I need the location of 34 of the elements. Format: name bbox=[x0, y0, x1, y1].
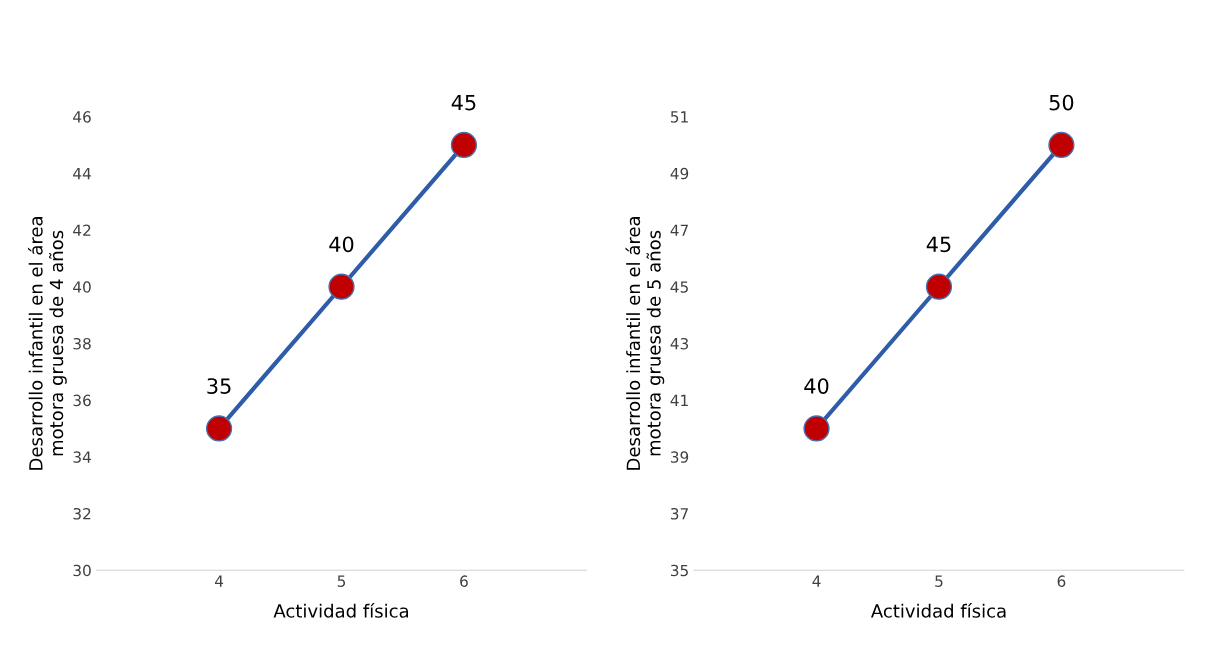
x-tick-label: 4 bbox=[812, 575, 821, 587]
y-tick-label: 47 bbox=[670, 224, 688, 236]
y-axis-title: Desarrollo infantil en el área motora gruesa de 4 años bbox=[28, 217, 67, 470]
data-label: 40 bbox=[804, 378, 829, 394]
y-tick-label: 46 bbox=[73, 111, 91, 123]
y-tick-label: 37 bbox=[670, 508, 688, 520]
y-tick-label: 38 bbox=[73, 337, 91, 350]
x-tick-label: 4 bbox=[214, 575, 224, 587]
x-axis-title: Actividad física bbox=[273, 603, 408, 618]
x-tick-label: 6 bbox=[1057, 575, 1066, 587]
y-tick-label: 51 bbox=[670, 111, 688, 123]
x-axis-title: Actividad física bbox=[870, 603, 1006, 618]
x-tick-label: 5 bbox=[935, 575, 943, 587]
y-tick-label: 30 bbox=[73, 564, 91, 577]
y-tick-label: 34 bbox=[73, 451, 91, 463]
y-tick-label: 35 bbox=[670, 564, 688, 577]
y-tick-label: 42 bbox=[73, 224, 91, 236]
data-label: 45 bbox=[926, 236, 951, 253]
data-label: 50 bbox=[1049, 94, 1074, 111]
y-tick-label: 43 bbox=[670, 337, 689, 350]
y-tick-label: 39 bbox=[670, 451, 689, 463]
data-label: 40 bbox=[329, 236, 354, 253]
data-label: 35 bbox=[207, 378, 231, 394]
x-tick-label: 6 bbox=[460, 575, 468, 587]
y-tick-label: 41 bbox=[670, 394, 688, 406]
y-tick-label: 40 bbox=[73, 281, 91, 293]
y-tick-label: 32 bbox=[73, 508, 91, 520]
y-axis-title: Desarrollo infantil en el área motora gruesa de 5 años bbox=[625, 217, 665, 470]
y-tick-label: 36 bbox=[73, 394, 91, 407]
y-tick-label: 44 bbox=[73, 168, 91, 180]
x-tick-label: 5 bbox=[337, 575, 346, 587]
y-tick-label: 49 bbox=[670, 167, 689, 180]
y-tick-label: 45 bbox=[670, 281, 688, 293]
data-label: 45 bbox=[451, 94, 476, 111]
